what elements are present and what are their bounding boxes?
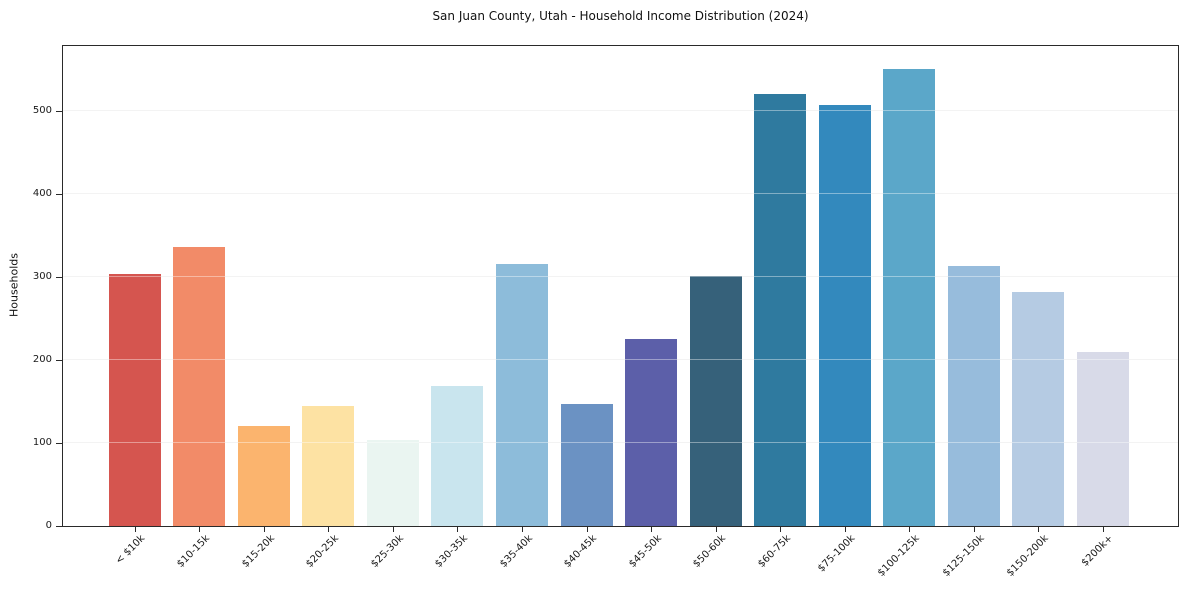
- gridline-overlay: [63, 358, 1178, 360]
- x-tick-mark: [651, 527, 653, 532]
- bar: [754, 94, 807, 526]
- bar: [431, 385, 484, 526]
- bar: [883, 69, 936, 526]
- y-tick-mark: [56, 276, 62, 278]
- x-tick-mark: [844, 527, 846, 532]
- y-axis-label: Households: [7, 253, 21, 317]
- x-tick-label: $25-30k: [368, 533, 406, 570]
- y-tick-mark: [56, 526, 62, 527]
- y-tick-mark: [56, 359, 62, 361]
- x-tick-mark: [1102, 527, 1104, 532]
- x-tick-label: $100-125k: [876, 533, 923, 579]
- bar: [689, 276, 742, 526]
- x-tick-label: $45-50k: [626, 533, 664, 570]
- bar: [366, 440, 419, 526]
- y-tick-mark: [56, 442, 62, 444]
- x-tick-label: $35-40k: [497, 533, 535, 570]
- bar: [496, 263, 548, 526]
- gridline: [63, 192, 1178, 194]
- x-tick-mark: [973, 527, 975, 532]
- x-tick-label: $75-100k: [816, 533, 858, 575]
- y-tick-label: 300: [32, 270, 52, 282]
- x-tick-mark: [780, 527, 782, 532]
- bar: [560, 403, 613, 526]
- y-tick-label: 400: [32, 187, 52, 199]
- y-tick-mark: [56, 110, 62, 112]
- x-tick-label: $200k+: [1079, 533, 1116, 569]
- y-tick-label: 0: [45, 520, 52, 531]
- gridline-overlay: [63, 441, 1178, 443]
- bar: [173, 246, 226, 526]
- x-tick-mark: [586, 527, 588, 532]
- x-tick-label: $125-150k: [940, 533, 987, 579]
- chart-title: San Juan County, Utah - Household Income…: [432, 9, 809, 23]
- x-tick-mark: [522, 527, 523, 532]
- x-tick-label: $15-20k: [239, 533, 277, 570]
- bar: [947, 266, 1000, 526]
- gridline: [63, 358, 1178, 360]
- plot-area: [62, 45, 1179, 527]
- x-tick-mark: [328, 527, 330, 532]
- x-tick-mark: [909, 527, 911, 532]
- y-tick-mark: [56, 193, 62, 195]
- x-tick-label: < $10k: [113, 533, 148, 567]
- y-tick-label: 500: [32, 104, 52, 116]
- x-tick-label: $10-15k: [175, 533, 213, 570]
- bar: [1076, 351, 1129, 526]
- x-tick-label: $150-200k: [1005, 533, 1052, 579]
- x-tick-label: $20-25k: [304, 533, 342, 570]
- x-tick-label: $50-60k: [691, 533, 729, 570]
- gridline-overlay: [63, 275, 1178, 277]
- x-tick-mark: [392, 527, 394, 532]
- gridline-overlay: [63, 192, 1178, 194]
- gridline: [63, 275, 1178, 277]
- x-tick-label: $40-45k: [562, 533, 600, 570]
- x-tick-mark: [1038, 527, 1040, 532]
- y-tick-label: 200: [32, 353, 52, 365]
- gridline: [63, 441, 1178, 443]
- y-tick-label: 100: [32, 436, 52, 448]
- x-tick-mark: [457, 527, 459, 532]
- bar: [237, 425, 290, 526]
- x-tick-mark: [199, 527, 201, 532]
- x-tick-label: $30-35k: [433, 533, 471, 570]
- bar: [108, 274, 161, 526]
- x-tick-mark: [715, 527, 717, 532]
- bar: [818, 104, 871, 526]
- bar: [1012, 291, 1065, 526]
- gridline-overlay: [63, 109, 1178, 111]
- bar: [302, 406, 355, 526]
- x-tick-mark: [263, 527, 265, 532]
- gridline: [63, 109, 1178, 111]
- bar: [625, 339, 678, 526]
- x-tick-mark: [134, 527, 136, 532]
- x-tick-label: $60-75k: [756, 533, 793, 570]
